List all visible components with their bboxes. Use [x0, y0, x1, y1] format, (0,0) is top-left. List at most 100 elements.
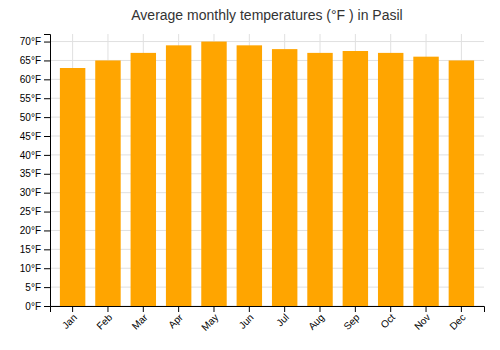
y-tick-mark [44, 249, 50, 250]
bars [60, 42, 474, 306]
plot: 0°F 5°F 10°F 15°F 20°F 25°F 30°F 35°F 40°F 45°F 50… [20, 34, 485, 333]
x-tick: Mar [130, 306, 150, 332]
y-tick-mark [44, 306, 50, 307]
y-tick-label: 45°F [20, 131, 41, 142]
y-tick-label: 70°F [20, 36, 41, 47]
y-tick-label: 10°F [20, 263, 41, 274]
y-tick-label: 0°F [25, 301, 41, 312]
x-tick-mark [72, 306, 73, 312]
x-tick: Jun [237, 306, 256, 331]
x-tick-label: Apr [166, 311, 185, 330]
y-axis: 0°F 5°F 10°F 15°F 20°F 25°F 30°F 35°F 40°F 45°F 50… [20, 35, 51, 312]
x-tick-label: Oct [378, 312, 397, 331]
x-tick-label: Sep [341, 311, 362, 332]
y-tick: 45°F [20, 131, 50, 142]
x-tick: Jan [60, 306, 79, 331]
y-tick: 25°F [20, 206, 50, 217]
x-tick-mark [284, 306, 285, 312]
x-tick-label: Nov [412, 312, 432, 332]
y-tick: 5°F [25, 282, 50, 293]
x-tick: Jul [274, 306, 291, 328]
y-tick-mark [44, 79, 50, 80]
y-tick: 50°F [20, 112, 50, 123]
y-tick-label: 55°F [20, 93, 41, 104]
bar [131, 53, 156, 306]
bar [166, 45, 191, 306]
grid [50, 34, 484, 306]
x-tick-mark [390, 306, 391, 312]
bar [95, 60, 120, 306]
y-tick-label: 20°F [20, 225, 41, 236]
x-tick-label: Dec [447, 312, 467, 332]
x-tick-mark [107, 306, 108, 312]
y-tick: 10°F [20, 263, 50, 274]
y-tick-mark [44, 136, 50, 137]
y-tick-label: 30°F [20, 187, 41, 198]
y-tick: 30°F [20, 187, 50, 198]
bar [272, 49, 297, 306]
x-tick-mark [426, 306, 427, 312]
x-tick-label: Jul [274, 312, 291, 329]
y-tick-label: 35°F [20, 168, 41, 179]
x-tick-mark [178, 306, 179, 312]
x-tick-label: Feb [94, 311, 114, 331]
x-tick-label: May [199, 312, 220, 333]
y-tick: 60°F [20, 74, 50, 85]
y-grid-line [50, 41, 484, 42]
x-tick: Feb [94, 306, 114, 332]
y-tick-mark [44, 117, 50, 118]
y-tick-label: 40°F [20, 150, 41, 161]
y-tick-label: 65°F [20, 55, 41, 66]
y-tick: 20°F [20, 225, 50, 236]
x-tick-mark [320, 306, 321, 312]
y-tick-label: 60°F [20, 74, 41, 85]
x-tick-mark [355, 306, 356, 312]
x-tick-label: Jun [237, 312, 256, 331]
x-tick: Aug [306, 306, 326, 332]
y-tick: 70°F [20, 36, 50, 47]
y-tick: 0°F [25, 301, 50, 312]
y-tick: 35°F [20, 168, 50, 179]
x-tick: Sep [341, 306, 362, 332]
y-tick-label: 15°F [20, 244, 41, 255]
bar [378, 53, 403, 306]
x-tick: May [199, 306, 220, 333]
y-tick: 55°F [20, 93, 50, 104]
x-tick-label: Aug [306, 312, 326, 332]
bar [449, 60, 474, 306]
x-axis: Jan Feb Mar Apr May Jun Jul Aug Sep Oct Nov Dec [51, 306, 485, 333]
y-tick-label: 5°F [25, 282, 41, 293]
bar [343, 51, 368, 306]
x-axis-line [51, 307, 485, 313]
x-tick: Apr [166, 306, 185, 330]
y-axis-line [44, 35, 51, 307]
bar [307, 53, 332, 306]
y-tick: 65°F [20, 55, 50, 66]
y-tick-mark [44, 287, 50, 288]
x-tick: Dec [447, 306, 467, 332]
y-tick: 40°F [20, 150, 50, 161]
x-tick-label: Jan [60, 312, 79, 331]
y-tick-mark [44, 60, 50, 61]
y-tick-label: 25°F [20, 206, 41, 217]
bar [60, 68, 85, 306]
y-tick-mark [44, 230, 50, 231]
y-tick: 15°F [20, 244, 50, 255]
x-tick-mark [143, 306, 144, 312]
y-tick-mark [44, 268, 50, 269]
chart: 0°F 5°F 10°F 15°F 20°F 25°F 30°F 35°F 40°F 45°F 50… [0, 0, 500, 350]
y-tick-mark [44, 212, 50, 213]
y-tick-mark [44, 98, 50, 99]
x-tick-label: Mar [130, 311, 150, 331]
y-tick-mark [44, 155, 50, 156]
title: Average monthly temperatures (°F ) in Pa… [131, 7, 402, 23]
bar [201, 42, 226, 306]
x-tick-mark [213, 306, 214, 312]
bar [413, 57, 438, 306]
x-tick-mark [249, 306, 250, 312]
x-tick-mark [461, 306, 462, 312]
y-tick-mark [44, 174, 50, 175]
y-tick-mark [44, 42, 50, 43]
x-tick: Nov [412, 306, 432, 332]
y-tick-mark [44, 193, 50, 194]
